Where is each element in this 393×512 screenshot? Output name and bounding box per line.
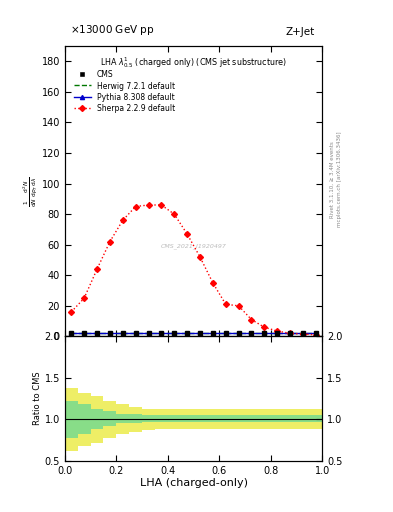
Y-axis label: Ratio to CMS: Ratio to CMS xyxy=(33,372,42,425)
Text: $\times$13000 GeV pp: $\times$13000 GeV pp xyxy=(70,24,154,37)
Text: LHA $\lambda^1_{0.5}$ (charged only) (CMS jet substructure): LHA $\lambda^1_{0.5}$ (charged only) (CM… xyxy=(100,55,287,70)
Y-axis label: $\frac{1}{\mathrm{d}N}\,\frac{\mathrm{d}^2N}{\mathrm{d}p_T\,\mathrm{d}\lambda}$: $\frac{1}{\mathrm{d}N}\,\frac{\mathrm{d}… xyxy=(22,176,40,207)
Text: Rivet 3.1.10, ≥ 3.4M events: Rivet 3.1.10, ≥ 3.4M events xyxy=(329,141,334,218)
Text: mcplots.cern.ch [arXiv:1306.3436]: mcplots.cern.ch [arXiv:1306.3436] xyxy=(337,132,342,227)
Legend: CMS, Herwig 7.2.1 default, Pythia 8.308 default, Sherpa 2.2.9 default: CMS, Herwig 7.2.1 default, Pythia 8.308 … xyxy=(74,70,175,113)
X-axis label: LHA (charged-only): LHA (charged-only) xyxy=(140,478,248,488)
Text: Z+Jet: Z+Jet xyxy=(285,27,314,37)
Text: CMS_2021_I1920497: CMS_2021_I1920497 xyxy=(161,244,226,249)
